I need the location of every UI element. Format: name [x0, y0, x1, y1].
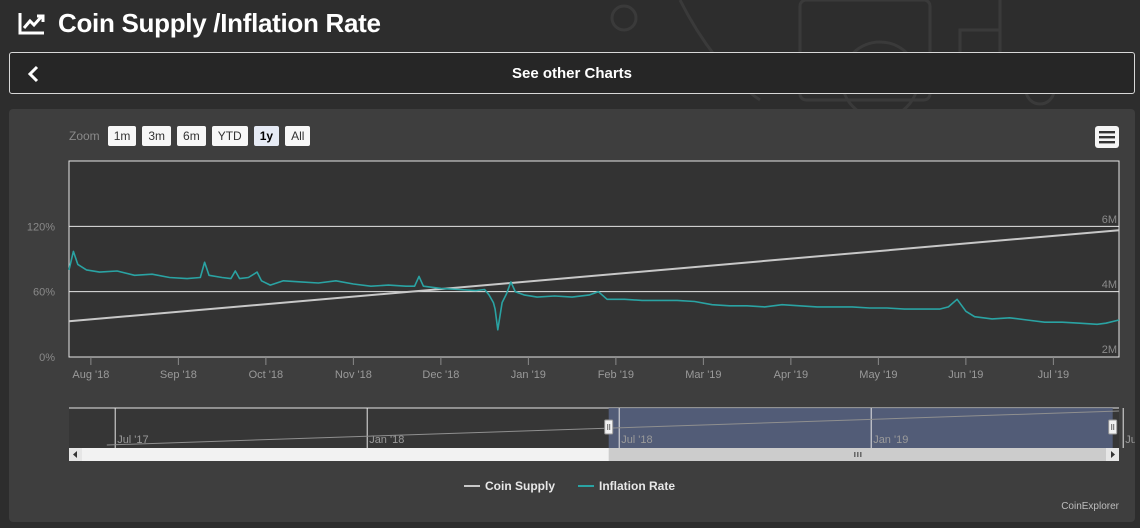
x-axis-tick-label: Jul '19: [1038, 369, 1069, 381]
x-axis-tick-label: May '19: [859, 369, 897, 381]
page-header: Coin Supply /Inflation Rate: [18, 6, 381, 40]
y-axis-left-tick: 120%: [27, 221, 55, 233]
x-axis-tick-label: Apr '19: [774, 369, 809, 381]
scrollbar-right-arrow-icon: [1111, 451, 1115, 458]
navigator-tick-label: Jan '18: [369, 434, 404, 446]
navigator-tick-label: Jul '17: [117, 434, 148, 446]
zoom-button-1y[interactable]: 1y: [253, 126, 280, 146]
x-axis-tick-label: Mar '19: [685, 369, 721, 381]
hamburger-menu-icon[interactable]: [1095, 126, 1119, 148]
series-line-coin-supply: [68, 229, 1120, 323]
x-axis-tick-label: Oct '18: [249, 369, 284, 381]
line-chart-icon: [18, 11, 46, 35]
zoom-button-3m[interactable]: 3m: [142, 126, 172, 146]
x-axis-tick-label: Nov '18: [335, 369, 372, 381]
x-axis-tick-label: Dec '18: [422, 369, 459, 381]
navigator-handle[interactable]: [604, 419, 614, 435]
x-axis-tick-label: Sep '18: [160, 369, 197, 381]
series-line-inflation-rate: [68, 250, 1120, 331]
scrollbar-left-arrow-icon: [73, 451, 77, 458]
plot-area: [68, 160, 1120, 358]
zoom-button-6m[interactable]: 6m: [177, 126, 206, 146]
chart-panel: 0% 60% 120% 2M 4M 6M Aug '18 Sep '18 Oct '18 Nov …: [9, 109, 1135, 522]
legend-item-coin-supply[interactable]: Coin Supply: [485, 479, 555, 493]
x-axis-tick-label: Jun '19: [948, 369, 983, 381]
navigator-handle[interactable]: [1108, 419, 1118, 435]
zoom-controls: Zoom 1m 3m 6m YTD 1y All: [69, 126, 311, 146]
credit-link[interactable]: CoinExplorer: [1061, 501, 1119, 512]
see-other-charts-label: See other Charts: [511, 65, 633, 82]
y-axis-right-tick: 2M: [1102, 344, 1117, 356]
x-axis-tick-label: Aug '18: [72, 369, 109, 381]
y-axis-left-tick: 0%: [39, 352, 55, 364]
zoom-label: Zoom: [69, 129, 100, 143]
navigator-tick-label: Jul '19: [1125, 434, 1135, 446]
navigator-tick-label: Jul '18: [621, 434, 652, 446]
zoom-button-ytd[interactable]: YTD: [211, 126, 248, 146]
y-axis-right-tick: 6M: [1102, 214, 1117, 226]
x-axis-tick-label: Feb '19: [598, 369, 634, 381]
navigator-selected-range: [608, 408, 1113, 448]
see-other-charts-button[interactable]: See other Charts: [9, 52, 1135, 94]
chevron-left-icon[interactable]: [24, 64, 44, 84]
zoom-button-all[interactable]: All: [285, 126, 311, 146]
zoom-button-1m[interactable]: 1m: [107, 126, 137, 146]
x-axis-tick-label: Jan '19: [511, 369, 546, 381]
page-title: Coin Supply /Inflation Rate: [58, 7, 381, 38]
chart-canvas: 0% 60% 120% 2M 4M 6M Aug '18 Sep '18 Oct '18 Nov …: [27, 160, 1135, 493]
y-axis-right-tick: 4M: [1102, 279, 1117, 291]
legend-item-inflation-rate[interactable]: Inflation Rate: [599, 479, 675, 493]
y-axis-left-tick: 60%: [33, 287, 55, 299]
navigator-tick-label: Jan '19: [873, 434, 908, 446]
